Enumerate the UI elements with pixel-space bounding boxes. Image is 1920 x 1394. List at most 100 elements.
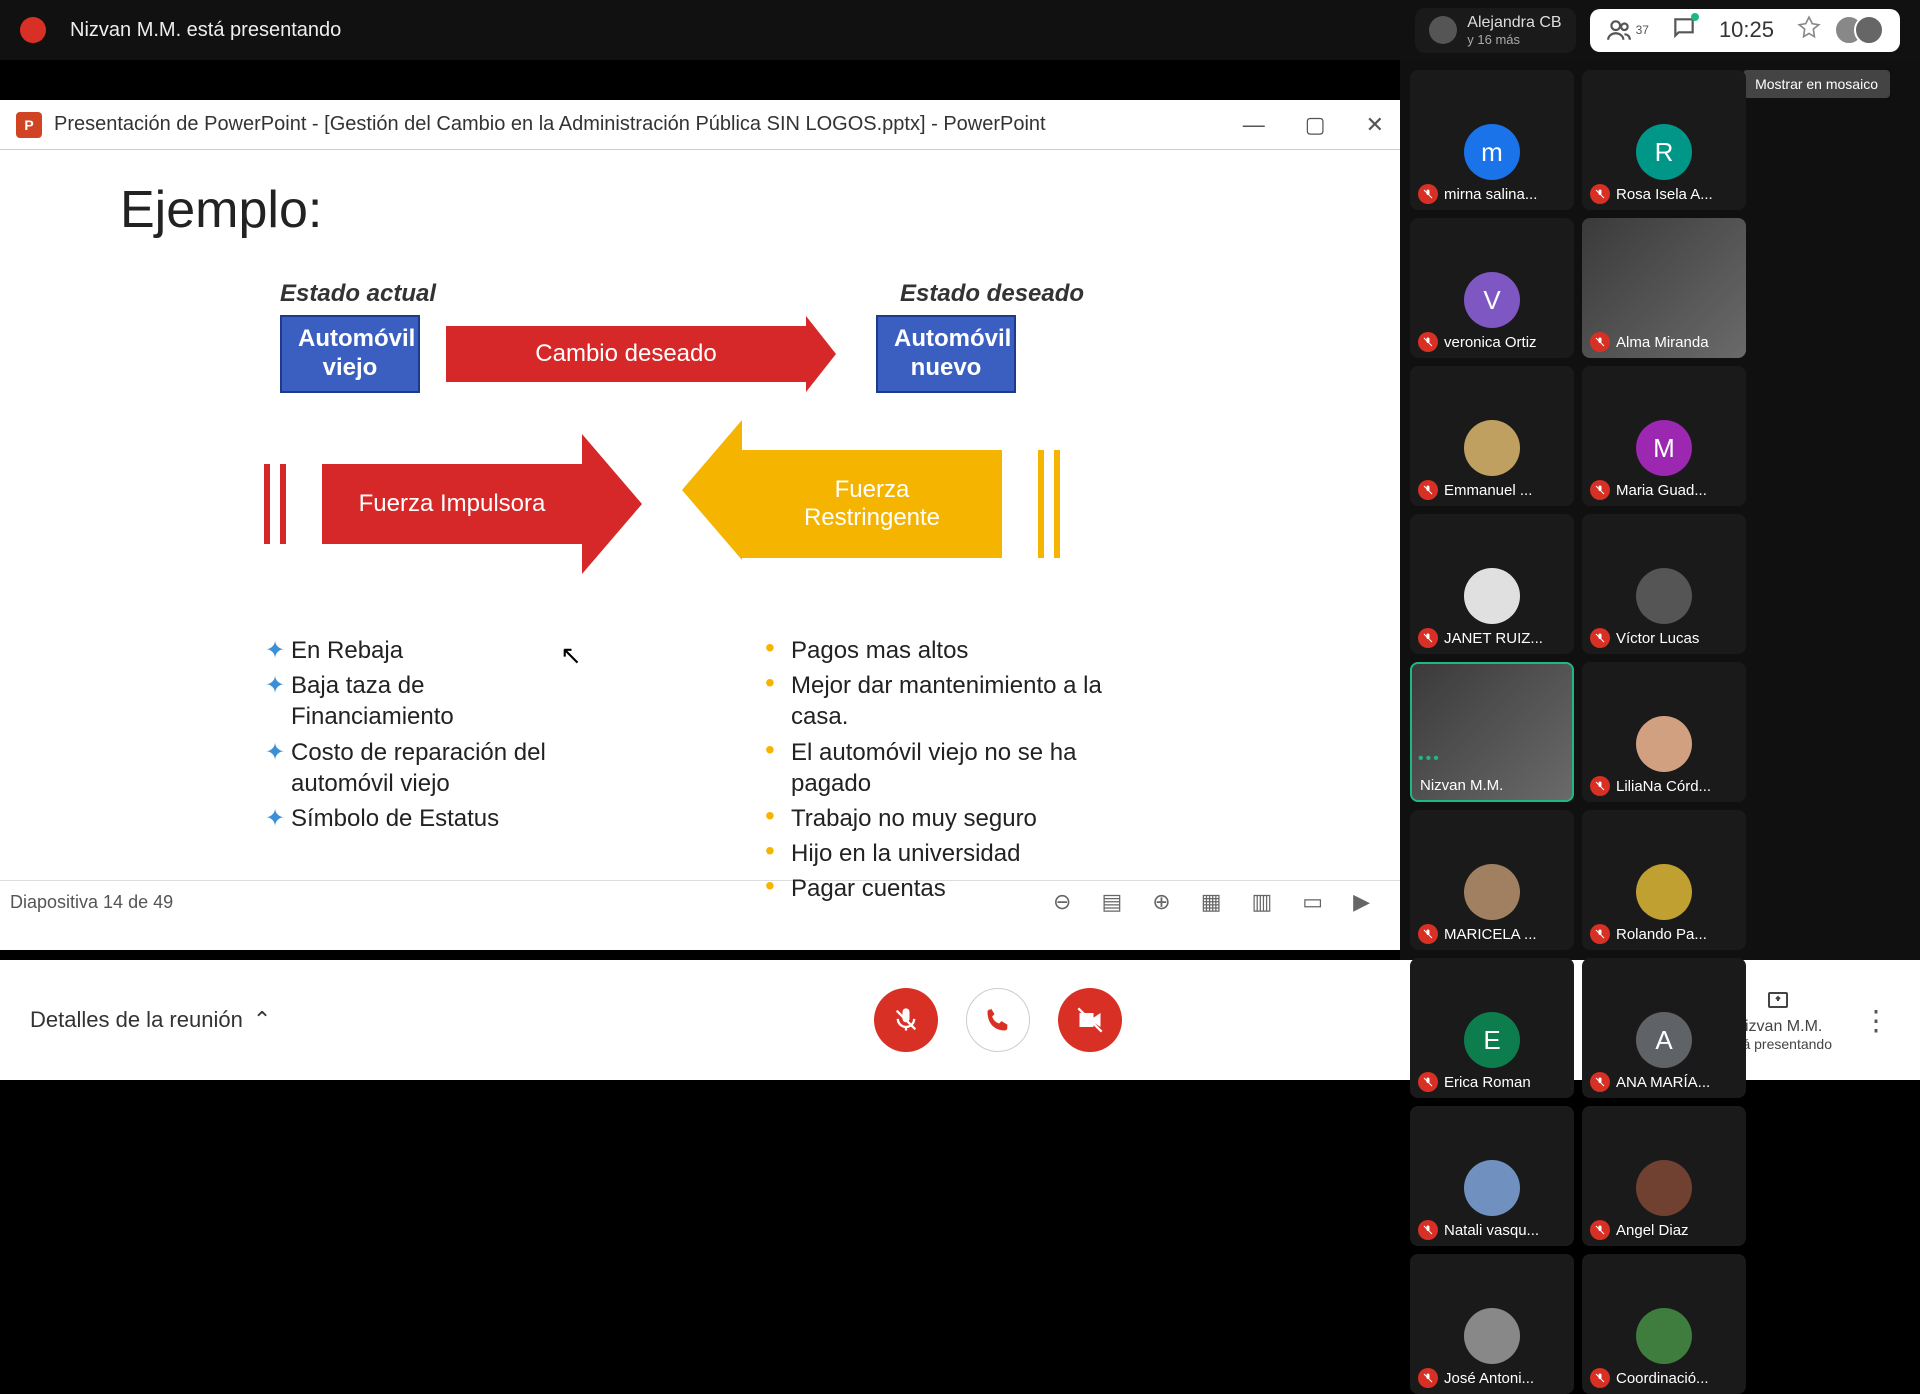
hangup-button[interactable]: [966, 988, 1030, 1052]
participant-tile[interactable]: Natali vasqu...: [1410, 1106, 1574, 1246]
participant-tile[interactable]: MARICELA ...: [1410, 810, 1574, 950]
participants-pill[interactable]: Alejandra CB y 16 más: [1415, 8, 1575, 53]
arrow-fuerza-restringente: Fuerza Restringente: [742, 450, 1002, 558]
camera-off-icon: [1076, 1006, 1104, 1034]
participant-tile[interactable]: Rolando Pa...: [1582, 810, 1746, 950]
mic-muted-icon: [1418, 184, 1438, 204]
box-automovil-viejo: Automóvil viejo: [280, 315, 420, 393]
participant-name: Rolando Pa...: [1616, 926, 1707, 943]
participant-name: José Antoni...: [1444, 1370, 1534, 1387]
people-icon: [1606, 17, 1632, 43]
participants-button[interactable]: 37: [1606, 17, 1649, 43]
arrow-cambio-deseado: Cambio deseado: [446, 326, 806, 382]
slideshow-icon[interactable]: ▶: [1353, 889, 1370, 915]
avatar-icon: [1429, 16, 1457, 44]
mic-muted-icon: [1590, 1368, 1610, 1388]
main-area: P Presentación de PowerPoint - [Gestión …: [0, 60, 1920, 960]
maximize-button[interactable]: ▢: [1305, 112, 1326, 138]
normal-view-icon[interactable]: ▦: [1201, 889, 1222, 915]
participant-tile[interactable]: LiliaNa Córd...: [1582, 662, 1746, 802]
minimize-button[interactable]: —: [1243, 112, 1265, 138]
participant-tile[interactable]: Víctor Lucas: [1582, 514, 1746, 654]
bullets-restringente: Pagos mas altosMejor dar mantenimiento a…: [765, 635, 1125, 909]
mic-muted-icon: [1590, 184, 1610, 204]
bullet-item: Pagar cuentas: [765, 873, 1125, 904]
layout-button[interactable]: [1844, 15, 1884, 45]
meeting-details-button[interactable]: Detalles de la reunión ⌃: [30, 1007, 271, 1033]
mic-muted-icon: [1418, 480, 1438, 500]
chevron-up-icon: ⌃: [253, 1007, 271, 1033]
participant-tile[interactable]: Alma Miranda: [1582, 218, 1746, 358]
mic-muted-icon: [1418, 628, 1438, 648]
mic-muted-icon: [1590, 1072, 1610, 1092]
participant-tile[interactable]: RRosa Isela A...: [1582, 70, 1746, 210]
top-bar: Nizvan M.M. está presentando Alejandra C…: [0, 0, 1920, 60]
window-title: Presentación de PowerPoint - [Gestión de…: [54, 113, 1046, 136]
slide-content: Ejemplo: Estado actual Estado deseado Au…: [0, 150, 1400, 880]
participant-name: Natali vasqu...: [1444, 1222, 1539, 1239]
participant-tile[interactable]: ••• Nizvan M.M.: [1410, 662, 1574, 802]
mic-toggle-button[interactable]: [874, 988, 938, 1052]
participant-name: JANET RUIZ...: [1444, 630, 1543, 647]
avatar-icon: [1636, 568, 1692, 624]
bullet-item: Símbolo de Estatus: [265, 803, 565, 834]
bullet-item: En Rebaja: [265, 635, 565, 666]
participant-tile[interactable]: MMaria Guad...: [1582, 366, 1746, 506]
mic-muted-icon: [1590, 1220, 1610, 1240]
avatar-icon: [1854, 15, 1884, 45]
mic-muted-icon: [1590, 776, 1610, 796]
participant-tile[interactable]: E Erica Roman: [1410, 958, 1574, 1098]
avatar-icon: [1464, 568, 1520, 624]
mic-muted-icon: [1590, 924, 1610, 944]
participant-tile[interactable]: m mirna salina...: [1410, 70, 1574, 210]
zoom-in-icon[interactable]: ⊕: [1152, 889, 1170, 915]
avatar-icon: [1464, 1308, 1520, 1364]
participant-tile[interactable]: Vveronica Ortiz: [1410, 218, 1574, 358]
powerpoint-icon: P: [16, 112, 42, 138]
chat-button[interactable]: [1671, 15, 1697, 46]
participant-tile[interactable]: Coordinació...: [1582, 1254, 1746, 1394]
avatar-icon: [1636, 1160, 1692, 1216]
participant-name: Víctor Lucas: [1616, 630, 1699, 647]
avatar-icon: m: [1464, 124, 1520, 180]
pin-button[interactable]: [1796, 15, 1822, 46]
slide-counter: Diapositiva 14 de 49: [10, 892, 173, 913]
cambio-label: Cambio deseado: [535, 340, 716, 368]
participant-name: Coordinació...: [1616, 1370, 1709, 1387]
bullet-item: El automóvil viejo no se ha pagado: [765, 737, 1125, 799]
avatar-icon: E: [1464, 1012, 1520, 1068]
slide-title: Ejemplo:: [120, 180, 1360, 240]
speaking-indicator-icon: •••: [1418, 750, 1441, 768]
participant-tile[interactable]: José Antoni...: [1410, 1254, 1574, 1394]
participant-name: Nizvan M.M.: [1420, 777, 1503, 794]
participant-tile[interactable]: JANET RUIZ...: [1410, 514, 1574, 654]
bullet-item: Hijo en la universidad: [765, 838, 1125, 869]
mic-off-icon: [892, 1006, 920, 1034]
avatar-icon: [1636, 716, 1692, 772]
participants-grid: m mirna salina... RRosa Isela A...Vveronic…: [1400, 60, 1920, 960]
close-button[interactable]: ✕: [1366, 112, 1384, 138]
participant-name: mirna salina...: [1444, 186, 1537, 203]
bullet-item: Pagos mas altos: [765, 635, 1125, 666]
mic-muted-icon: [1418, 1072, 1438, 1092]
more-options-button[interactable]: ⋮: [1862, 1004, 1890, 1037]
mic-muted-icon: [1418, 924, 1438, 944]
sorter-view-icon[interactable]: ▥: [1251, 889, 1272, 915]
participant-name: Angel Diaz: [1616, 1222, 1689, 1239]
avatar-icon: [1464, 420, 1520, 476]
bullet-item: Costo de reparación del automóvil viejo: [265, 737, 565, 799]
participant-name: Alma Miranda: [1616, 334, 1709, 351]
box-automovil-nuevo: Automóvil nuevo: [876, 315, 1016, 393]
reading-view-icon[interactable]: ▭: [1302, 889, 1323, 915]
avatar-icon: [1464, 864, 1520, 920]
camera-toggle-button[interactable]: [1058, 988, 1122, 1052]
participant-tile[interactable]: AANA MARÍA...: [1582, 958, 1746, 1098]
bullet-item: Trabajo no muy seguro: [765, 803, 1125, 834]
mic-muted-icon: [1418, 1220, 1438, 1240]
bullets-impulsora: En RebajaBaja taza de FinanciamientoCost…: [265, 635, 565, 909]
participant-tile[interactable]: Angel Diaz: [1582, 1106, 1746, 1246]
window-titlebar: P Presentación de PowerPoint - [Gestión …: [0, 100, 1400, 150]
participant-name: Erica Roman: [1444, 1074, 1531, 1091]
participant-tile[interactable]: Emmanuel ...: [1410, 366, 1574, 506]
participant-name: veronica Ortiz: [1444, 334, 1537, 351]
